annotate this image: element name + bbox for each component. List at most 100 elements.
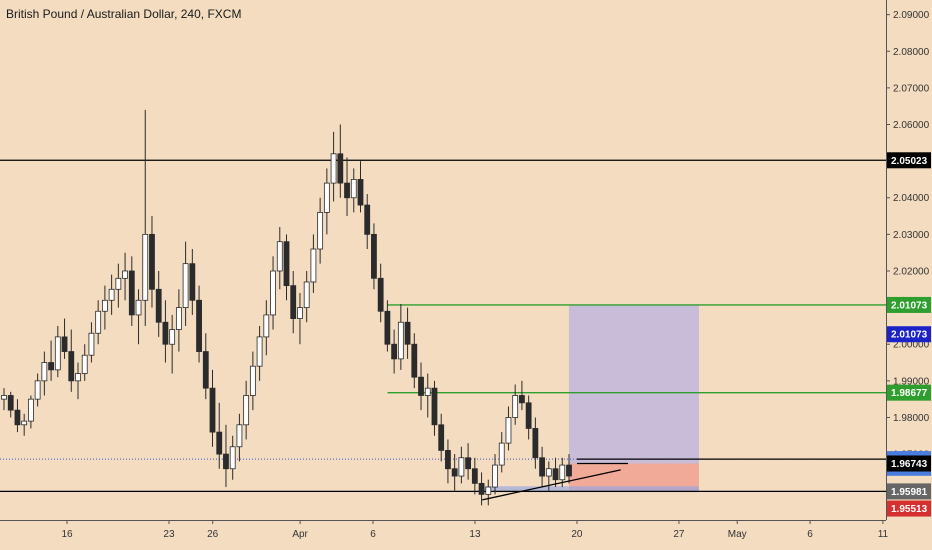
candle-body — [88, 332, 95, 356]
candle-body — [418, 376, 424, 396]
candle-body — [175, 307, 182, 330]
price-tag — [887, 483, 931, 500]
candle-body — [451, 468, 458, 477]
candle-body — [411, 343, 418, 378]
candle-body — [149, 233, 155, 290]
candle-body — [344, 182, 350, 199]
price-tag — [887, 152, 931, 169]
candle-body — [81, 354, 88, 374]
candle-body — [61, 336, 68, 352]
candle-body — [155, 288, 162, 323]
time-tick-label: 6 — [807, 529, 813, 540]
candle-body — [276, 241, 283, 272]
candle-body — [525, 402, 532, 429]
candle-body — [532, 428, 539, 459]
time-tick-label: 26 — [207, 529, 219, 540]
time-tick-label: Apr — [292, 529, 308, 540]
candle-body — [48, 362, 54, 371]
candle-body — [458, 457, 465, 477]
candle-body — [34, 380, 41, 400]
candle-body — [41, 362, 48, 382]
price-tick-label: 2.09000 — [893, 10, 930, 21]
price-tick-label: 2.08000 — [893, 47, 930, 58]
time-tick-label: 13 — [469, 529, 481, 540]
candle-body — [465, 457, 472, 470]
candle-body — [108, 288, 115, 301]
candle-body — [135, 299, 142, 316]
price-tag — [887, 296, 931, 313]
candle-body — [303, 281, 310, 309]
candle-body — [1, 395, 7, 400]
candle-body — [478, 482, 485, 495]
candle-body — [169, 329, 176, 345]
entry-strip — [482, 486, 699, 493]
candle-body — [54, 336, 61, 371]
candle-body — [498, 442, 505, 466]
candle-body — [431, 387, 438, 426]
price-tag-label: 2.05023 — [891, 156, 928, 167]
price-tick-label: 1.98000 — [893, 413, 930, 424]
candle-body — [364, 204, 371, 235]
price-tag-label: 1.95513 — [891, 504, 928, 515]
candle-body — [216, 431, 223, 455]
candle-body — [256, 336, 263, 367]
time-tick-label: 23 — [163, 529, 175, 540]
candle-body — [566, 464, 572, 477]
time-tick-label: 16 — [61, 529, 73, 540]
candle-body — [101, 299, 108, 312]
price-tag-label: 2.01073 — [891, 330, 928, 341]
candle-body — [317, 211, 324, 250]
candle-body — [424, 387, 431, 396]
chart-title: British Pound / Australian Dollar, 240, … — [6, 7, 242, 21]
candle-body — [297, 307, 303, 319]
candle-body — [263, 314, 270, 338]
time-tick-label: 11 — [878, 529, 889, 540]
candle-body — [270, 270, 276, 316]
candle-body — [95, 310, 102, 334]
candle-body — [323, 182, 330, 213]
price-tick-label: 2.06000 — [893, 120, 930, 131]
time-tick-label: May — [728, 529, 747, 540]
candle-body — [505, 417, 512, 444]
candle-body — [330, 153, 337, 184]
candle-body — [249, 365, 256, 396]
candle-body — [377, 277, 384, 312]
candle-body — [519, 395, 525, 404]
candle-body — [397, 321, 404, 360]
candle-body — [559, 464, 566, 481]
candle-body — [512, 395, 519, 418]
price-tick-label: 2.07000 — [893, 83, 930, 94]
candle-body — [128, 270, 135, 316]
price-tag-label: 1.96743 — [891, 459, 928, 470]
price-tag-label: 1.98677 — [891, 388, 928, 399]
time-tick-label: 6 — [370, 529, 376, 540]
candle-body — [545, 468, 552, 477]
candle-body — [337, 153, 344, 184]
candle-body — [202, 351, 209, 389]
candle-body — [384, 310, 391, 345]
candle-body — [236, 424, 243, 448]
candle-body — [492, 464, 498, 488]
price-tag — [887, 326, 931, 343]
profit-zone — [568, 304, 699, 464]
candle-body — [75, 373, 81, 382]
candle-body — [7, 395, 14, 411]
price-tick-label: 1.99000 — [893, 376, 930, 387]
candle-body — [182, 263, 189, 309]
price-tick-label: 2.04000 — [893, 193, 930, 204]
price-tick-label: 2.02000 — [893, 266, 930, 277]
candle-body — [209, 387, 216, 433]
candle-body — [485, 486, 492, 495]
candle-body — [445, 450, 451, 470]
price-tag-label: 1.95981 — [891, 487, 928, 498]
candle-body — [404, 321, 411, 345]
candle-body — [142, 233, 149, 301]
candle-body — [14, 409, 21, 426]
candle-body — [552, 468, 559, 481]
time-tick-label: 20 — [571, 529, 583, 540]
trendline — [482, 469, 621, 501]
candle-body — [350, 179, 357, 199]
price-tag — [887, 455, 931, 472]
price-tag-label: 2.01073 — [891, 300, 928, 311]
